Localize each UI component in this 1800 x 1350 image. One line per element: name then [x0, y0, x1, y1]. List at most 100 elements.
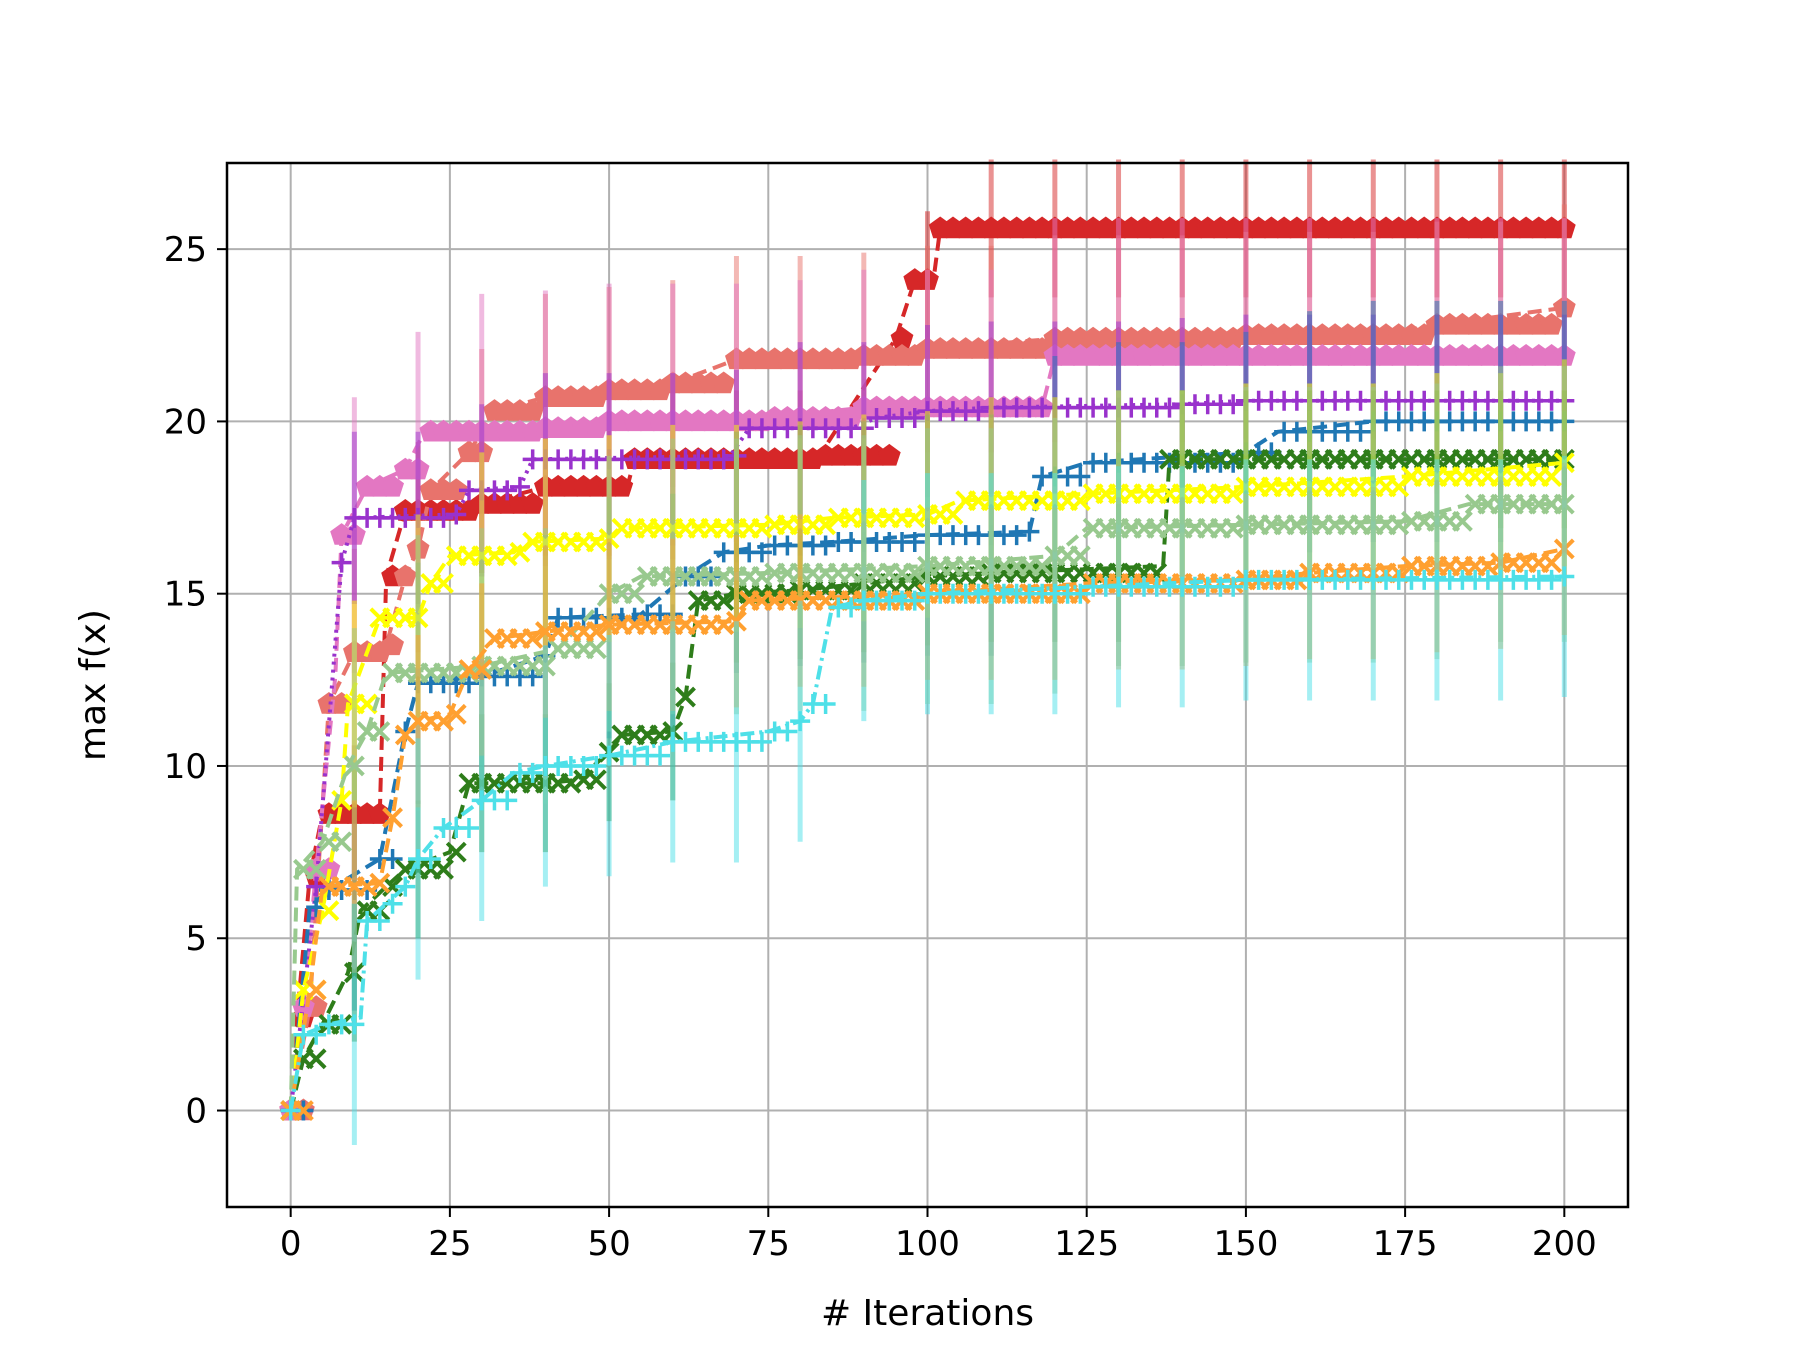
data-point: [968, 401, 989, 422]
data-point: [610, 474, 634, 497]
data-point: [1452, 510, 1473, 532]
data-point: [444, 478, 468, 500]
x-tick-label: 75: [747, 1224, 790, 1264]
data-point: [433, 572, 454, 594]
data-point: [1019, 521, 1040, 542]
data-point: [1223, 576, 1244, 597]
data-point: [368, 802, 392, 824]
data-point: [624, 583, 645, 605]
y-tick-label: 25: [164, 230, 207, 270]
data-point: [445, 841, 467, 863]
data-point: [343, 755, 365, 777]
data-point: [395, 876, 416, 897]
data-point: [904, 562, 926, 584]
data-point: [458, 673, 479, 694]
data-point: [522, 666, 543, 687]
data-point: [318, 900, 340, 922]
data-point: [382, 893, 403, 914]
data-point: [382, 807, 403, 829]
x-tick-label: 100: [895, 1224, 960, 1264]
data-point: [650, 745, 671, 766]
y-tick-label: 20: [164, 402, 207, 442]
y-axis-label: max f(x): [73, 609, 114, 761]
series-line: [288, 419, 1565, 1111]
data-point: [420, 849, 441, 869]
x-tick-label: 125: [1054, 1224, 1119, 1264]
data-point: [1350, 421, 1371, 442]
series-layer: [279, 159, 1576, 1145]
data-point: [433, 858, 454, 880]
data-point: [522, 762, 543, 783]
data-point: [1540, 312, 1563, 335]
data-point: [777, 721, 798, 742]
data-point: [305, 858, 327, 880]
data-point: [585, 621, 607, 643]
data-point: [331, 552, 352, 573]
data-point: [1070, 466, 1091, 487]
data-point: [675, 686, 696, 708]
data-point: [305, 1048, 327, 1070]
data-point: [585, 769, 607, 791]
x-tick-label: 150: [1213, 1224, 1278, 1264]
x-tick-label: 50: [587, 1224, 630, 1264]
data-point: [382, 849, 403, 869]
data-point: [393, 564, 417, 587]
data-point: [381, 633, 404, 656]
data-point: [471, 659, 493, 680]
data-point: [815, 514, 837, 536]
y-tick-label: 0: [185, 1092, 207, 1132]
series-line: [288, 460, 1565, 1111]
data-point: [1070, 583, 1091, 604]
data-point: [751, 542, 772, 563]
data-point: [815, 693, 836, 714]
data-point: [305, 979, 327, 1001]
data-point: [815, 535, 836, 556]
x-tick-label: 200: [1532, 1224, 1597, 1264]
data-point: [446, 504, 467, 525]
data-point: [369, 911, 390, 932]
ticks: 0 25 50 75 100 125 150 175 200 0 5 10 15 20 25: [164, 230, 1597, 1264]
data-point: [904, 407, 925, 428]
data-point: [331, 831, 353, 853]
data-point: [904, 590, 925, 611]
data-point: [497, 480, 518, 501]
y-tick-label: 5: [185, 919, 207, 959]
data-point: [344, 1014, 365, 1035]
series-9: [280, 455, 1575, 1145]
y-tick-label: 15: [164, 575, 207, 615]
data-point: [713, 449, 734, 470]
data-point: [1541, 569, 1562, 590]
data-point: [497, 790, 518, 811]
data-point: [1222, 483, 1244, 505]
x-axis-label: # Iterations: [821, 1293, 1034, 1334]
y-tick-label: 10: [164, 747, 207, 787]
data-point: [841, 597, 862, 618]
x-tick-label: 0: [280, 1224, 302, 1264]
data-point: [306, 1024, 327, 1045]
data-point: [1554, 566, 1575, 587]
data-point: [445, 703, 467, 725]
data-point: [877, 443, 901, 466]
series-line: [288, 574, 1565, 1111]
data-point: [890, 326, 914, 349]
data-point: [433, 710, 454, 732]
x-tick-label: 25: [428, 1224, 471, 1264]
data-point: [521, 492, 545, 514]
data-point: [1223, 394, 1244, 415]
data-point: [433, 507, 454, 528]
data-point: [1159, 397, 1180, 418]
data-point: [790, 711, 811, 732]
data-point: [369, 721, 391, 742]
data-point: [726, 610, 747, 632]
data-point: [585, 638, 607, 660]
data-point: [904, 532, 925, 553]
data-point: [293, 1100, 314, 1121]
data-point: [280, 1100, 301, 1121]
data-point: [586, 755, 607, 776]
data-point: [712, 371, 736, 394]
series-line: [288, 546, 1565, 1111]
data-point: [1069, 545, 1091, 567]
data-point: [381, 474, 404, 497]
